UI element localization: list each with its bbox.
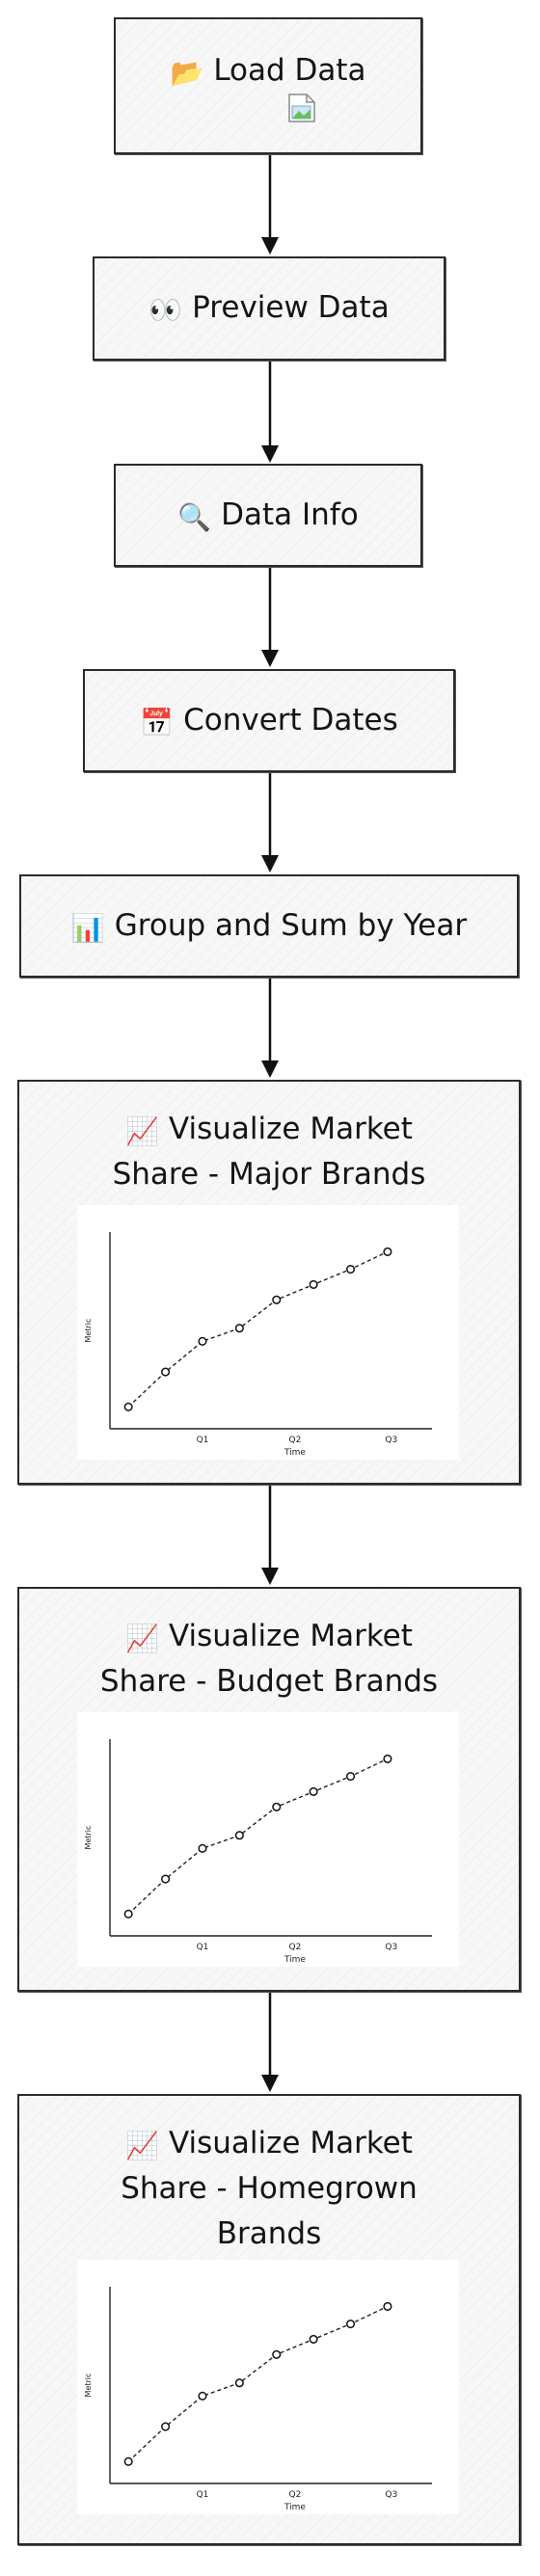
line-chart-icon: 📈 <box>125 1623 159 1654</box>
x-axis-label: Time <box>284 1448 306 1458</box>
step-group-sum[interactable]: 📊 Group and Sum by Year <box>19 874 519 978</box>
data-point <box>309 1279 318 1289</box>
data-point <box>161 2422 171 2431</box>
mini-line-chart: Q1 Q2 Q3 Time Metric <box>84 1739 432 1965</box>
data-point <box>272 1802 282 1811</box>
step-visualize-major[interactable]: 📈 Visualize Market Share - Major Brands Q… <box>17 1080 521 1485</box>
x-tick-label: Q2 <box>289 2490 302 2500</box>
data-point <box>345 1264 356 1275</box>
data-point <box>272 1295 282 1304</box>
step-label: Convert Dates <box>183 703 398 738</box>
data-point <box>161 1874 171 1884</box>
data-point <box>272 2349 282 2359</box>
x-axis-label: Time <box>284 1955 306 1965</box>
data-point <box>161 1367 171 1377</box>
x-tick-label: Q1 <box>197 1436 209 1445</box>
data-point <box>383 2301 392 2311</box>
y-axis-label: Metric <box>84 2374 93 2398</box>
mini-line-chart: Q1 Q2 Q3 Time Metric <box>84 1232 432 1458</box>
x-tick-label: Q3 <box>385 1943 397 1952</box>
x-tick-label: Q2 <box>289 1436 302 1445</box>
step-label-line: Share - Major Brands <box>112 1157 426 1192</box>
data-point <box>345 1771 356 1782</box>
step-convert-dates[interactable]: 📅 Convert Dates <box>83 669 455 772</box>
data-point <box>309 2334 318 2344</box>
step-label-line: Brands <box>216 2216 322 2251</box>
bar-chart-icon: 📊 <box>70 912 105 944</box>
chart-thumbnail: Q1 Q2 Q3 Time Metric <box>77 2260 459 2514</box>
folder-icon: 📂 <box>170 57 204 89</box>
step-label: Group and Sum by Year <box>114 908 468 943</box>
step-label: Preview Data <box>192 290 390 325</box>
line-chart-icon: 📈 <box>125 1115 159 1147</box>
x-tick-label: Q1 <box>197 2490 209 2500</box>
data-point <box>198 2391 207 2401</box>
chart-thumbnail: Q1 Q2 Q3 Time Metric <box>77 1712 459 1967</box>
step-label: Data Info <box>221 497 359 532</box>
data-point <box>123 1402 133 1411</box>
step-label-line: Share - Budget Brands <box>99 1664 439 1699</box>
step-load-data[interactable]: 📂 Load Data <box>114 17 422 154</box>
step-label-line: Visualize Market <box>168 1112 413 1146</box>
data-point <box>234 1324 244 1333</box>
eyes-icon: 👀 <box>148 294 183 326</box>
data-point <box>123 2456 133 2466</box>
step-preview-data[interactable]: 👀 Preview Data <box>93 256 446 361</box>
data-point <box>383 1754 392 1763</box>
connector-arrow <box>261 1485 279 1585</box>
connector-arrow <box>261 772 279 872</box>
step-label-line: Visualize Market <box>168 2126 413 2160</box>
connector-arrow <box>261 1992 279 2092</box>
data-point <box>234 1831 244 1840</box>
y-axis-label: Metric <box>84 1826 93 1850</box>
data-point <box>309 1786 318 1796</box>
line-chart-icon: 📈 <box>125 2130 159 2161</box>
series-line <box>127 1758 389 1915</box>
series-line <box>127 2305 389 2462</box>
step-label-line: Visualize Market <box>168 1619 413 1653</box>
step-data-info[interactable]: 🔍 Data Info <box>114 464 422 567</box>
x-tick-label: Q1 <box>197 1943 209 1952</box>
data-point <box>198 1843 207 1853</box>
data-point <box>198 1336 207 1346</box>
x-tick-label: Q3 <box>385 2490 397 2500</box>
x-tick-label: Q2 <box>289 1943 302 1952</box>
connector-arrow <box>261 154 279 255</box>
connector-arrow <box>261 567 279 667</box>
calendar-icon: 📅 <box>140 707 175 738</box>
step-visualize-homegrown[interactable]: 📈 Visualize Market Share - Homegrown Bran… <box>17 2094 521 2545</box>
series-line <box>127 1250 389 1408</box>
connector-arrow <box>261 978 279 1078</box>
step-visualize-budget[interactable]: 📈 Visualize Market Share - Budget Brands … <box>17 1587 521 1992</box>
x-axis-label: Time <box>284 2503 306 2512</box>
x-tick-label: Q3 <box>385 1436 397 1445</box>
mini-line-chart: Q1 Q2 Q3 Time Metric <box>84 2287 432 2512</box>
step-label: Load Data <box>213 53 366 88</box>
broken-image-icon <box>288 94 315 122</box>
connector-arrow <box>261 361 279 463</box>
data-point <box>123 1909 133 1919</box>
data-point <box>234 2378 244 2388</box>
magnifier-icon: 🔍 <box>177 501 212 533</box>
data-point <box>383 1247 392 1256</box>
data-point <box>345 2319 356 2329</box>
y-axis-label: Metric <box>84 1319 93 1343</box>
step-label-line: Share - Homegrown <box>121 2171 418 2206</box>
chart-thumbnail: Q1 Q2 Q3 Time Metric <box>77 1205 459 1460</box>
